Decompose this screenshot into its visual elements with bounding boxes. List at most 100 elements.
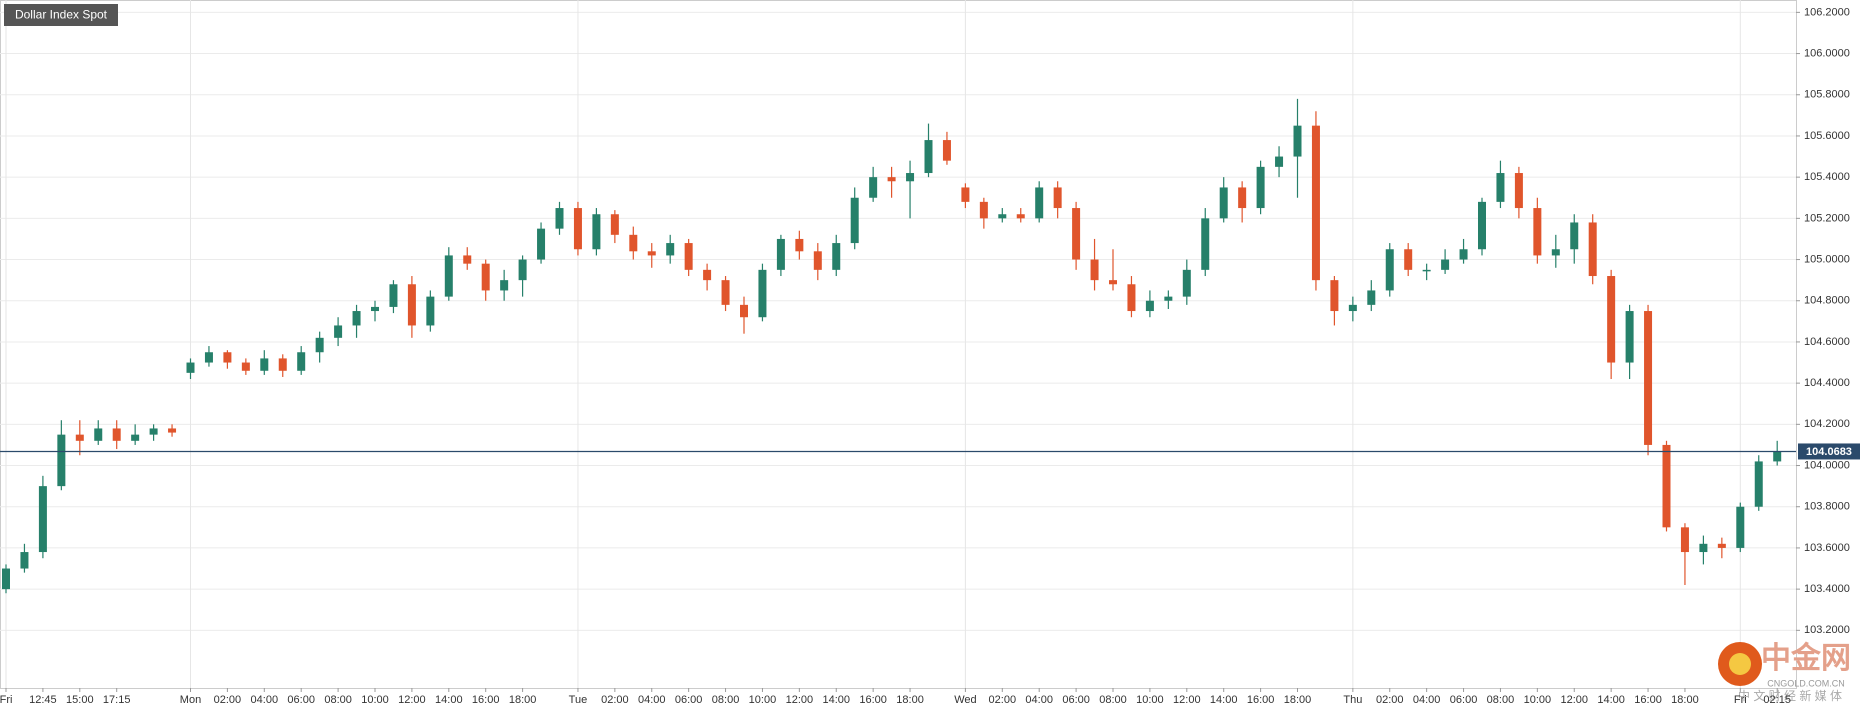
candle-body (1367, 290, 1376, 305)
candle-body (647, 251, 656, 256)
candle-body (1570, 222, 1579, 250)
y-tick-label: 106.0000 (1804, 47, 1850, 59)
candle-body (1016, 214, 1025, 219)
candle-body (260, 358, 269, 371)
candle-body (998, 214, 1007, 219)
x-tick-label: 02:15 (1763, 694, 1791, 706)
candle-body (1514, 173, 1523, 209)
x-tick-label: 16:00 (859, 694, 887, 706)
candle-body (1441, 259, 1450, 270)
y-tick-label: 105.4000 (1804, 171, 1850, 183)
candle-body (407, 284, 416, 326)
candle-body (869, 177, 878, 198)
candle-body (1145, 300, 1154, 312)
x-tick-label: 10:00 (1524, 694, 1552, 706)
x-tick-label: 18:00 (1671, 694, 1699, 706)
candle-body (241, 362, 250, 371)
x-tick-label: 06:00 (675, 694, 703, 706)
candle-body (204, 352, 213, 363)
candle-body (1533, 208, 1542, 256)
candle-body (1478, 201, 1486, 250)
candle-body (1385, 249, 1394, 291)
candle-body (537, 228, 546, 260)
x-tick-label: 10:00 (361, 694, 389, 706)
x-tick-label: 12:00 (398, 694, 426, 706)
candle-body (666, 243, 675, 256)
candle-body (721, 280, 730, 305)
candle-body (278, 358, 287, 371)
candle-body (315, 337, 324, 353)
y-tick-label: 105.6000 (1804, 130, 1850, 142)
candle-body (1109, 280, 1117, 285)
x-tick-label: 18:00 (509, 694, 537, 706)
x-tick-label: Fri (1734, 694, 1747, 706)
candle-body (20, 552, 29, 569)
x-tick-label: 10:00 (1136, 694, 1164, 706)
watermark-domain: CNGOLD.COM.CN (1767, 678, 1845, 688)
last-price-label: 104.0683 (1806, 446, 1852, 458)
x-tick-label: 08:00 (712, 694, 740, 706)
candle-body (426, 296, 435, 326)
candle-body (961, 187, 970, 202)
candle-body (186, 362, 195, 373)
candle-body (1035, 187, 1044, 219)
candle-body (112, 428, 121, 441)
x-tick-label: 18:00 (1284, 694, 1312, 706)
candle-body (1422, 269, 1431, 272)
x-tick-label: 08:00 (1099, 694, 1127, 706)
y-tick-label: 106.2000 (1804, 6, 1850, 18)
x-tick-label: 18:00 (896, 694, 924, 706)
y-tick-label: 105.2000 (1804, 212, 1850, 224)
y-tick-label: 105.8000 (1804, 89, 1850, 101)
x-tick-label: 04:00 (638, 694, 666, 706)
x-tick-label: 12:00 (786, 694, 814, 706)
plot-frame (0, 0, 1797, 689)
last-price-box (1798, 443, 1860, 460)
candle-body (703, 269, 712, 281)
x-tick-label: Fri (0, 694, 12, 706)
candle-body (94, 428, 103, 441)
candle-body (979, 201, 988, 219)
x-tick-label: 04:00 (1413, 694, 1441, 706)
candle-body (75, 434, 84, 441)
y-tick-label: 103.2000 (1804, 624, 1850, 636)
x-tick-label: 17:15 (103, 694, 131, 706)
candle-body (500, 280, 509, 291)
candle-body (758, 269, 767, 318)
candle-body (371, 306, 379, 312)
x-tick-label: 04:00 (251, 694, 279, 706)
x-tick-label: 02:00 (1376, 694, 1404, 706)
x-tick-label: 14:00 (435, 694, 463, 706)
candle-body (1773, 451, 1782, 462)
candle-body (1090, 259, 1099, 281)
candle-body (1699, 543, 1708, 553)
candle-body (942, 140, 951, 161)
x-tick-label: 16:00 (1247, 694, 1275, 706)
candle-body (924, 140, 933, 174)
candle-body (1127, 284, 1136, 312)
x-tick-label: 12:45 (29, 694, 57, 706)
candle-body (776, 238, 785, 270)
candle-body (1607, 276, 1616, 363)
candle-body (684, 243, 693, 270)
x-tick-label: 06:00 (1062, 694, 1090, 706)
candle-body (592, 214, 601, 250)
x-tick-label: Thu (1343, 694, 1362, 706)
x-tick-label: 12:00 (1560, 694, 1588, 706)
candle-body (1644, 311, 1653, 445)
candle-body (1404, 249, 1413, 270)
candle-body (1459, 249, 1468, 260)
candle-body (1053, 187, 1062, 209)
candle-body (297, 352, 306, 371)
x-tick-label: 06:00 (1450, 694, 1478, 706)
x-tick-label: Tue (569, 694, 588, 706)
candle-body (1201, 218, 1210, 270)
candle-body (38, 486, 47, 553)
candle-body (1662, 444, 1671, 528)
candle-body (1256, 166, 1265, 209)
candle-body (131, 434, 140, 441)
y-tick-label: 103.8000 (1804, 501, 1850, 513)
candle-body (1754, 461, 1763, 507)
candle-body (1348, 304, 1357, 312)
